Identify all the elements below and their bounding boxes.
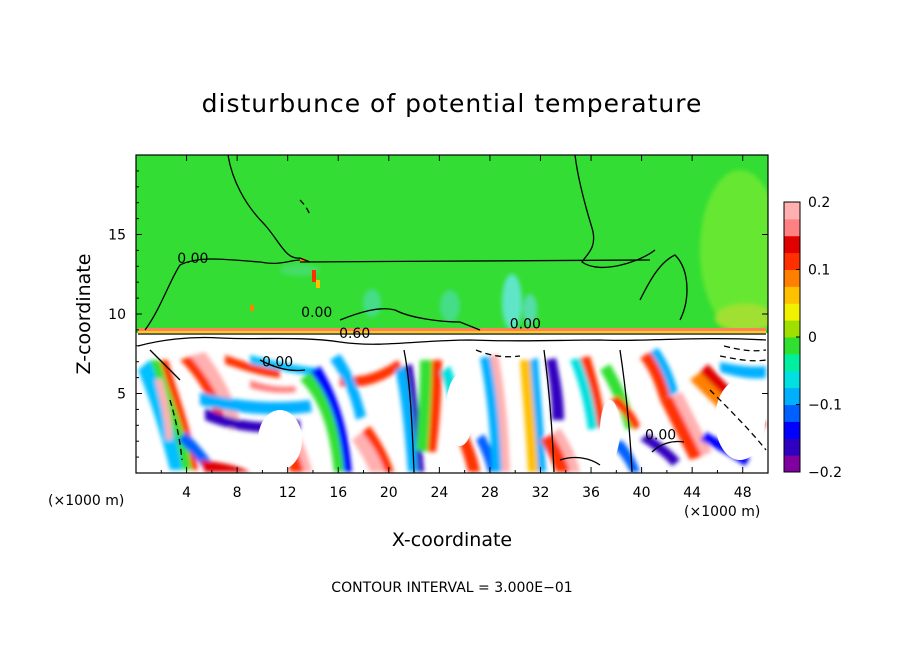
x-tick-label: 28 — [481, 485, 499, 501]
y-tick-label: 15 — [108, 228, 126, 244]
colorbar-swatch — [784, 218, 800, 237]
colorbar-swatch — [784, 404, 800, 422]
heatmap-plot-area: 0.00 0.00 0.60 0.00 0.00 0.00 — [136, 155, 768, 473]
x-axis-label: X-coordinate — [392, 529, 512, 551]
x-tick-label: 12 — [279, 485, 297, 501]
chart-title: disturbunce of potential temperature — [202, 89, 703, 118]
contour-interval-note: CONTOUR INTERVAL = 3.000E−01 — [331, 580, 572, 596]
colorbar-swatch — [784, 269, 800, 287]
contour-labels: 0.00 0.00 0.60 0.00 0.00 0.00 — [177, 251, 676, 444]
x-tick-label: 20 — [380, 485, 398, 501]
colorbar-tick-label: 0.2 — [808, 195, 830, 211]
colorbar-ticks: 0.2 0.1 0 −0.1 −0.2 — [796, 195, 842, 481]
x-tick-label: 36 — [582, 485, 600, 501]
upper-layer-variations — [280, 170, 768, 332]
colorbar-swatch — [784, 387, 800, 405]
x-tick-label: 8 — [233, 485, 242, 501]
colorbar-tick-label: −0.1 — [808, 398, 842, 414]
x-tick-label: 24 — [430, 485, 448, 501]
colorbar-swatch — [784, 455, 800, 473]
x-axis-ticks: 4 8 12 16 20 24 28 32 36 40 44 48 — [160, 155, 752, 501]
colorbar-swatch — [784, 303, 800, 321]
y-axis-label: Z-coordinate — [73, 254, 95, 375]
colorbar — [784, 202, 800, 473]
colorbar-swatch — [784, 202, 800, 220]
x-tick-label: 4 — [182, 485, 191, 501]
colorbar-swatch — [784, 235, 800, 254]
x-unit-right: (×1000 m) — [684, 504, 760, 520]
contour-label: 0.00 — [177, 251, 208, 267]
y-tick-label: 10 — [108, 307, 126, 323]
y-tick-label: 5 — [117, 387, 126, 403]
colorbar-swatch — [784, 438, 800, 456]
colorbar-swatch — [784, 421, 800, 439]
contour-label: 0.00 — [262, 354, 293, 370]
y-axis-ticks: 5 10 15 — [108, 170, 768, 458]
colorbar-tick-label: 0 — [808, 330, 817, 346]
x-tick-label: 44 — [683, 485, 701, 501]
x-tick-label: 16 — [329, 485, 347, 501]
colorbar-tick-label: −0.2 — [808, 465, 842, 481]
x-tick-label: 40 — [633, 485, 651, 501]
contour-label: 0.00 — [301, 305, 332, 321]
contour-lines — [137, 155, 767, 473]
x-tick-label: 32 — [532, 485, 550, 501]
contour-label: 0.00 — [645, 428, 676, 444]
x-unit-left: (×1000 m) — [48, 493, 124, 509]
upper-hot-spots — [138, 258, 766, 333]
colorbar-swatch — [784, 337, 800, 355]
colorbar-swatch — [784, 370, 800, 389]
colorbar-swatch — [784, 353, 800, 372]
contour-label: 0.60 — [339, 326, 370, 342]
x-tick-label: 48 — [734, 485, 752, 501]
colorbar-tick-label: 0.1 — [808, 263, 830, 279]
neutral-zones — [258, 374, 765, 470]
contour-label: 0.00 — [510, 316, 541, 332]
colorbar-swatch — [784, 286, 800, 304]
colorbar-swatch — [784, 252, 800, 270]
colorbar-swatch — [784, 320, 800, 338]
